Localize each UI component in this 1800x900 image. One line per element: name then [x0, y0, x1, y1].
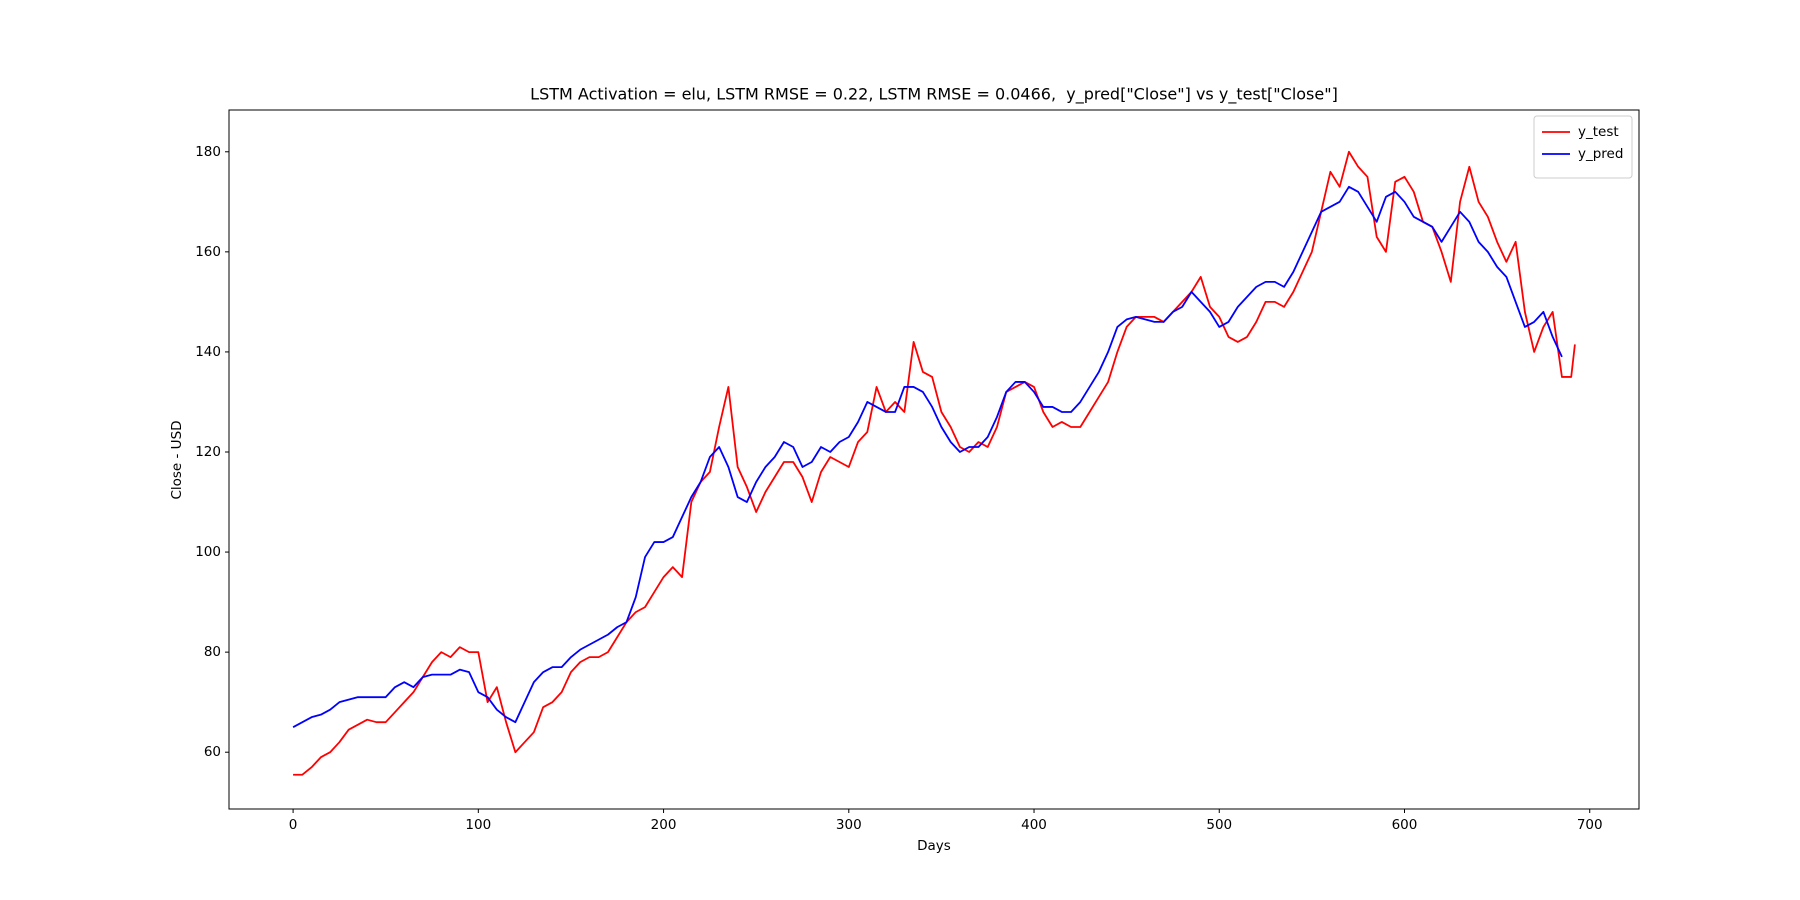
y-tick-label: 60	[204, 744, 221, 760]
data-line	[292, 185, 1563, 728]
x-tick-label: 300	[836, 817, 862, 833]
x-tick-label: 400	[1021, 817, 1047, 833]
y-tick-label: 140	[195, 344, 221, 360]
legend-label: y_test	[1578, 124, 1619, 140]
y-tick-label: 160	[195, 244, 221, 260]
y-axis-label: Close - USD	[169, 420, 185, 499]
data-line	[293, 150, 1576, 776]
legend-label: y_pred	[1578, 146, 1623, 162]
y-tick-label: 100	[195, 544, 221, 560]
plot-frame	[228, 109, 1640, 810]
x-axis-label: Days	[917, 838, 951, 854]
y-tick-label: 180	[195, 144, 221, 160]
x-tick-label: 0	[289, 817, 298, 833]
y-tick-label: 120	[195, 444, 221, 460]
chart-title: LSTM Activation = elu, LSTM RMSE = 0.22,…	[530, 85, 1338, 105]
x-tick-label: 700	[1577, 817, 1603, 833]
x-tick-label: 100	[465, 817, 491, 833]
y-tick-label: 80	[204, 644, 221, 660]
x-tick-label: 200	[651, 817, 677, 833]
x-tick-label: 500	[1206, 817, 1232, 833]
x-tick-label: 600	[1392, 817, 1418, 833]
